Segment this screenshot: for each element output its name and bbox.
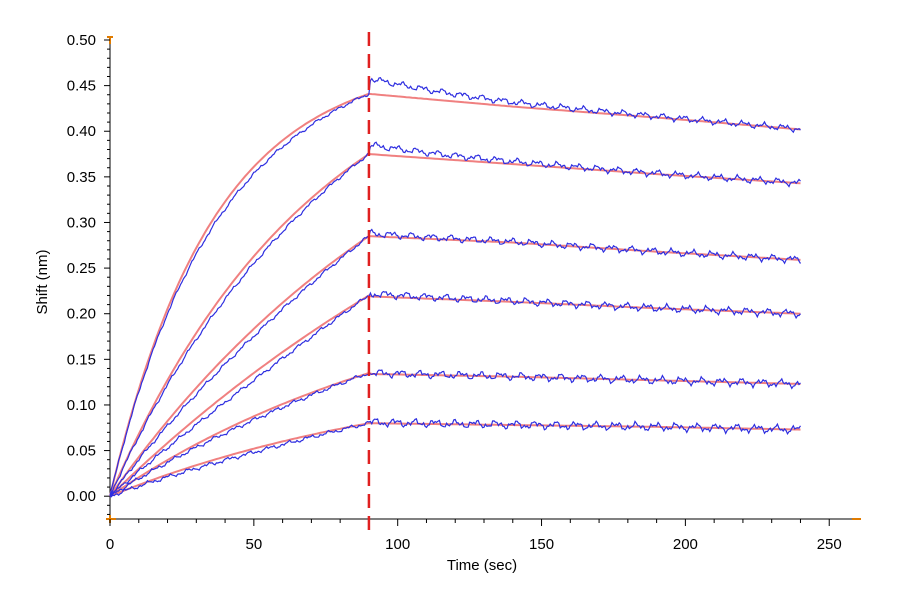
axes: 0.00 0.05 0.10 0.15 0.20 0.25 0.30 0.35 0.40 0.45… xyxy=(67,32,861,553)
y-tick-label: 0.45 xyxy=(67,78,96,95)
fit-curve xyxy=(109,371,801,498)
x-tick-label: 150 xyxy=(529,536,554,553)
x-tick-label: 200 xyxy=(673,536,698,553)
x-tick-label: 50 xyxy=(246,536,263,553)
y-tick-label: 0.00 xyxy=(67,488,96,505)
y-tick-label: 0.30 xyxy=(67,214,96,231)
raw-trace xyxy=(109,228,802,497)
raw-trace xyxy=(109,77,801,497)
raw-trace xyxy=(109,141,801,496)
raw-trace xyxy=(109,290,801,498)
fit-curve xyxy=(109,152,801,497)
raw-traces xyxy=(109,77,802,498)
y-tick-label: 0.35 xyxy=(67,169,96,186)
y-tick-label: 0.25 xyxy=(67,260,96,277)
raw-trace xyxy=(109,417,802,497)
y-axis-title: Shift (nm) xyxy=(34,249,51,314)
fit-curve xyxy=(109,235,801,497)
y-tick-label: 0.40 xyxy=(67,123,96,140)
x-tick-label: 100 xyxy=(385,536,410,553)
fit-curve xyxy=(109,92,801,497)
y-tick-label: 0.05 xyxy=(67,443,96,460)
fit-curve xyxy=(109,294,801,497)
fit-curves xyxy=(109,92,801,498)
fit-curve xyxy=(109,422,801,498)
x-axis-title: Time (sec) xyxy=(447,557,517,574)
y-tick-label: 0.15 xyxy=(67,351,96,368)
x-tick-label: 0 xyxy=(106,536,114,553)
y-tick-label: 0.20 xyxy=(67,306,96,323)
y-tick-label: 0.50 xyxy=(67,32,96,49)
y-tick-label: 0.10 xyxy=(67,397,96,414)
x-tick-label: 250 xyxy=(817,536,842,553)
raw-trace xyxy=(109,369,801,496)
